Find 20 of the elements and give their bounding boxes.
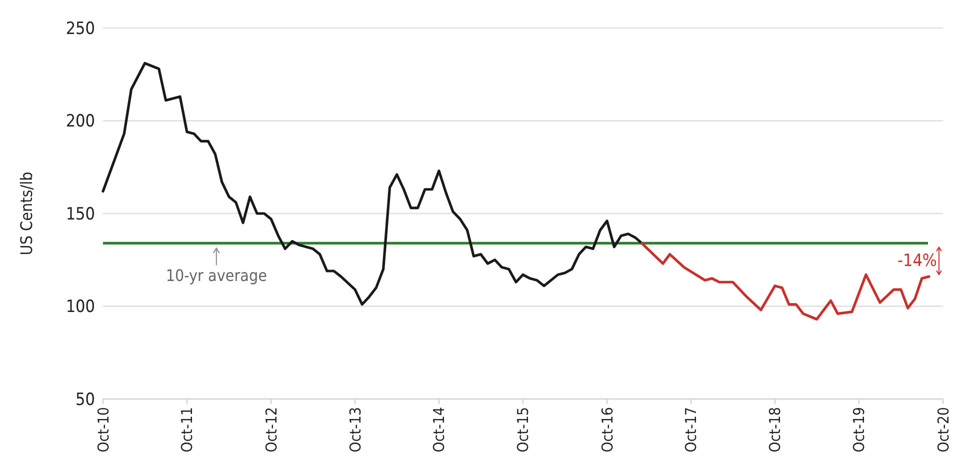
x-tick-label: Oct-18 <box>766 407 784 452</box>
x-tick-label: Oct-19 <box>850 407 868 452</box>
x-tick-label: Oct-20 <box>934 407 952 452</box>
x-tick-label: Oct-13 <box>346 407 364 452</box>
line-series <box>102 62 644 306</box>
x-tick-label: Oct-15 <box>514 407 532 452</box>
y-tick-label: 150 <box>66 204 95 224</box>
x-tick-label: Oct-17 <box>682 407 700 452</box>
annotation: -14% <box>897 250 937 271</box>
x-tick-label: Oct-10 <box>94 407 112 452</box>
x-tick-label: Oct-11 <box>178 407 196 452</box>
y-tick-label: 200 <box>66 112 95 132</box>
x-tick-label: Oct-14 <box>430 407 448 452</box>
x-tick-label: Oct-12 <box>262 407 280 452</box>
ref-line-label: 10-yr average <box>166 266 268 286</box>
x-tick-label: Oct-16 <box>598 407 616 452</box>
y-tick-label: 100 <box>66 297 95 318</box>
y-tick-label: 250 <box>66 18 95 39</box>
y-axis-title: US Cents/lb <box>17 172 36 256</box>
y-tick-label: 50 <box>76 390 95 410</box>
